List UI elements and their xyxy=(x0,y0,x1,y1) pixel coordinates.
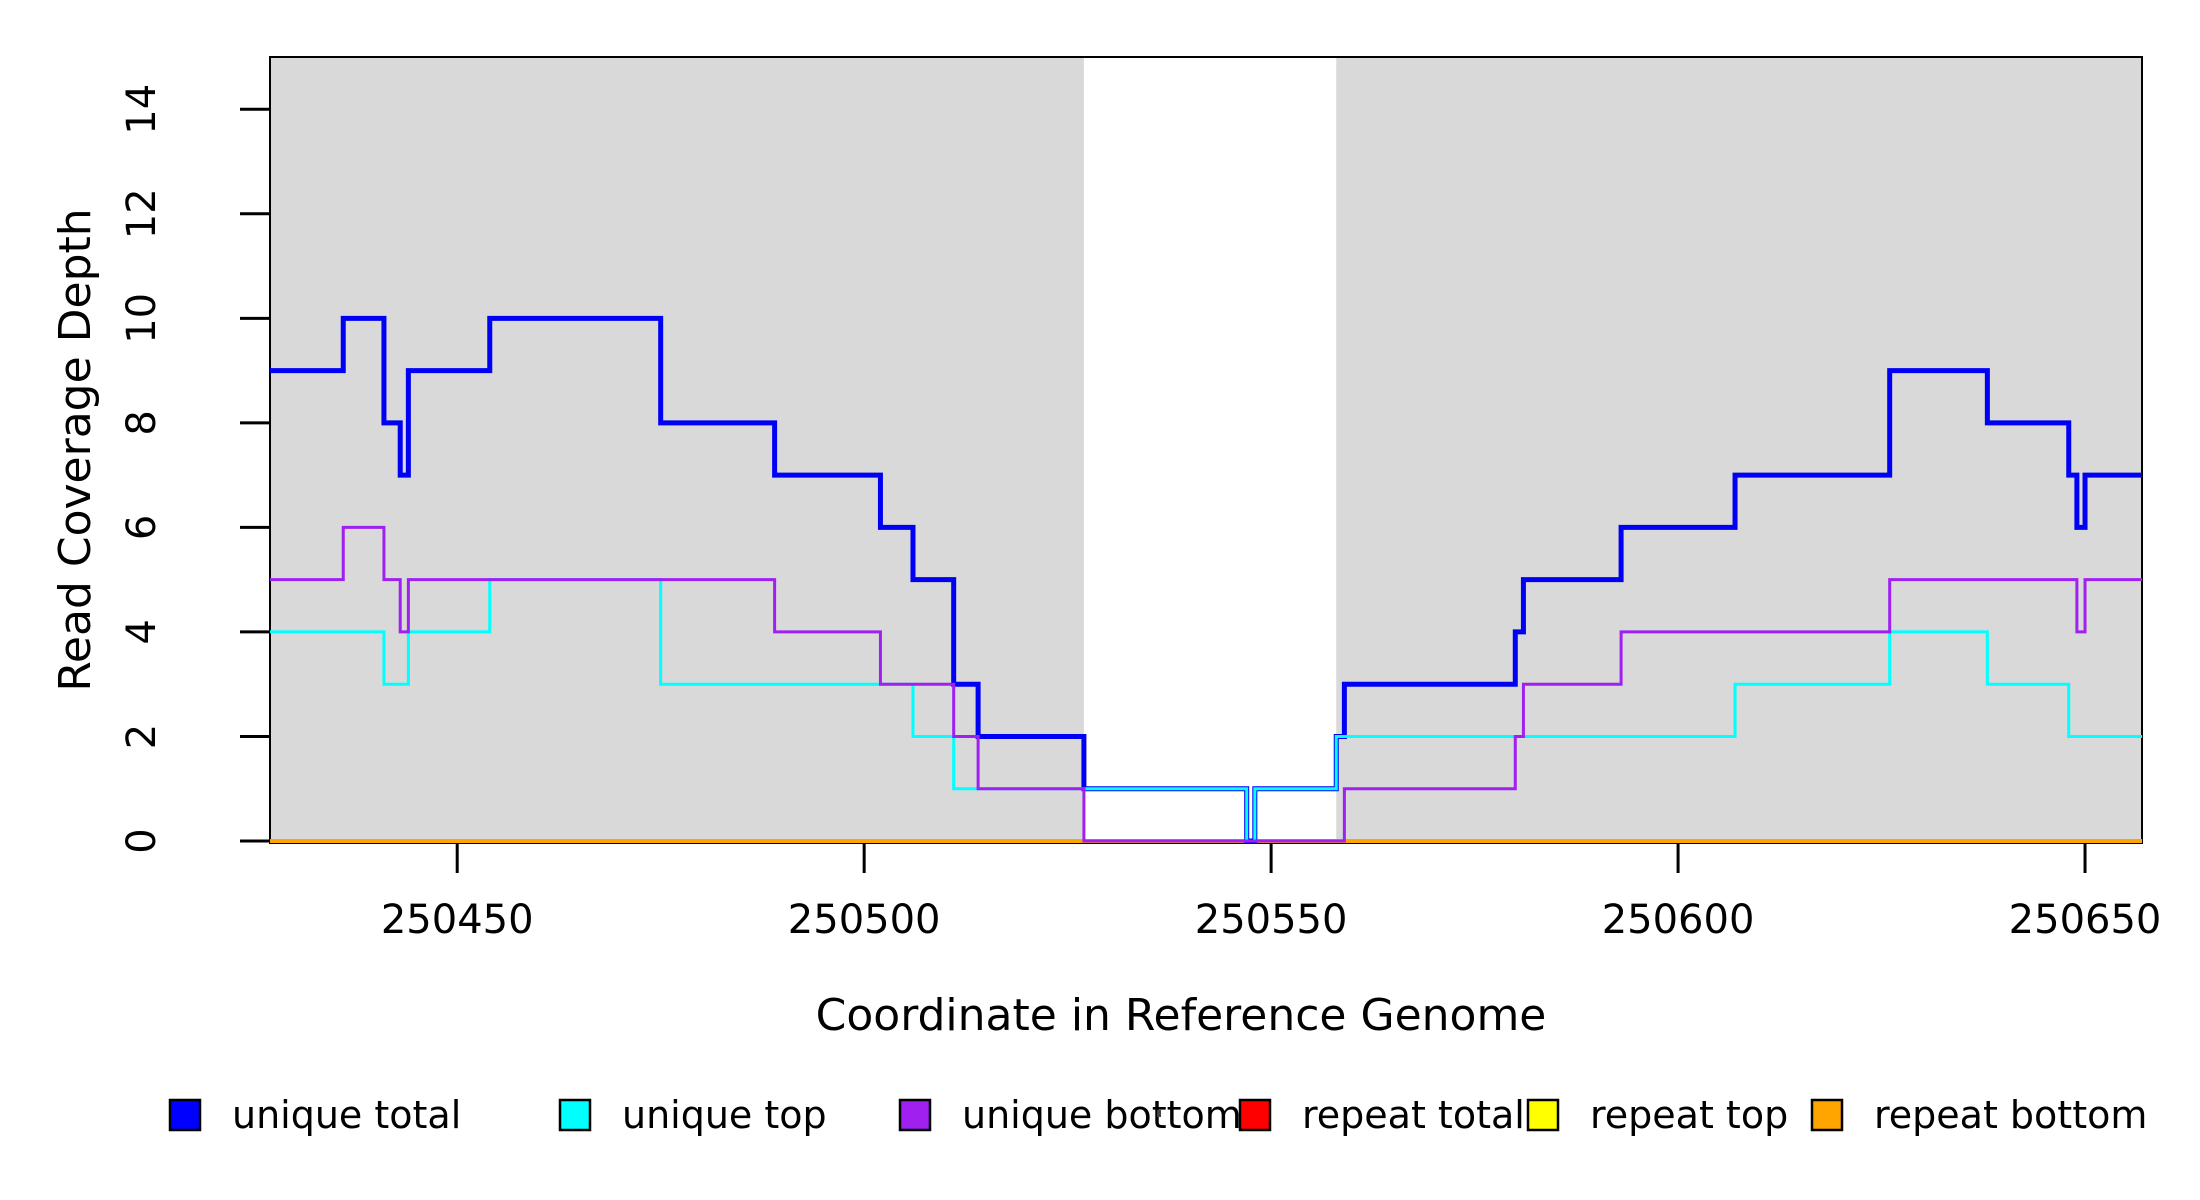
y-tick-label: 8 xyxy=(119,410,165,435)
shaded-region-1 xyxy=(1336,57,2142,843)
legend-label-unique-bottom: unique bottom xyxy=(962,1093,1242,1137)
y-tick-label: 0 xyxy=(119,828,165,853)
legend-swatch-unique-bottom xyxy=(898,1098,932,1132)
legend-label-repeat-bottom: repeat bottom xyxy=(1874,1093,2147,1137)
legend-label-repeat-total: repeat total xyxy=(1302,1093,1525,1137)
series-unique-top-line xyxy=(270,578,2142,843)
legend-swatch-unique-top xyxy=(558,1098,592,1132)
x-tick-label: 250450 xyxy=(381,897,534,943)
x-axis-title: Coordinate in Reference Genome xyxy=(816,990,1547,1041)
legend-swatch-repeat-total xyxy=(1238,1098,1272,1132)
stray-mark xyxy=(1157,1110,1161,1117)
legend-label-unique-total: unique total xyxy=(232,1093,461,1137)
shaded-region-0 xyxy=(270,57,1084,843)
x-tick-label: 250600 xyxy=(1602,897,1755,943)
y-tick-label: 10 xyxy=(119,293,165,344)
legend-swatch-repeat-top xyxy=(1526,1098,1560,1132)
series-unique-bottom-line xyxy=(270,525,2142,843)
x-tick-label: 250650 xyxy=(2009,897,2162,943)
y-axis-title: Read Coverage Depth xyxy=(50,208,101,691)
y-tick-label: 4 xyxy=(119,619,165,644)
y-tick-label: 6 xyxy=(119,515,165,540)
y-tick-label: 14 xyxy=(119,84,165,135)
x-tick-label: 250500 xyxy=(788,897,941,943)
legend-swatch-repeat-bottom xyxy=(1810,1098,1844,1132)
y-tick-label: 12 xyxy=(119,188,165,239)
x-tick-label: 250550 xyxy=(1195,897,1348,943)
y-tick-label: 2 xyxy=(119,724,165,749)
legend-label-repeat-top: repeat top xyxy=(1590,1093,1788,1137)
legend-swatch-unique-total xyxy=(168,1098,202,1132)
legend-label-unique-top: unique top xyxy=(622,1093,827,1137)
